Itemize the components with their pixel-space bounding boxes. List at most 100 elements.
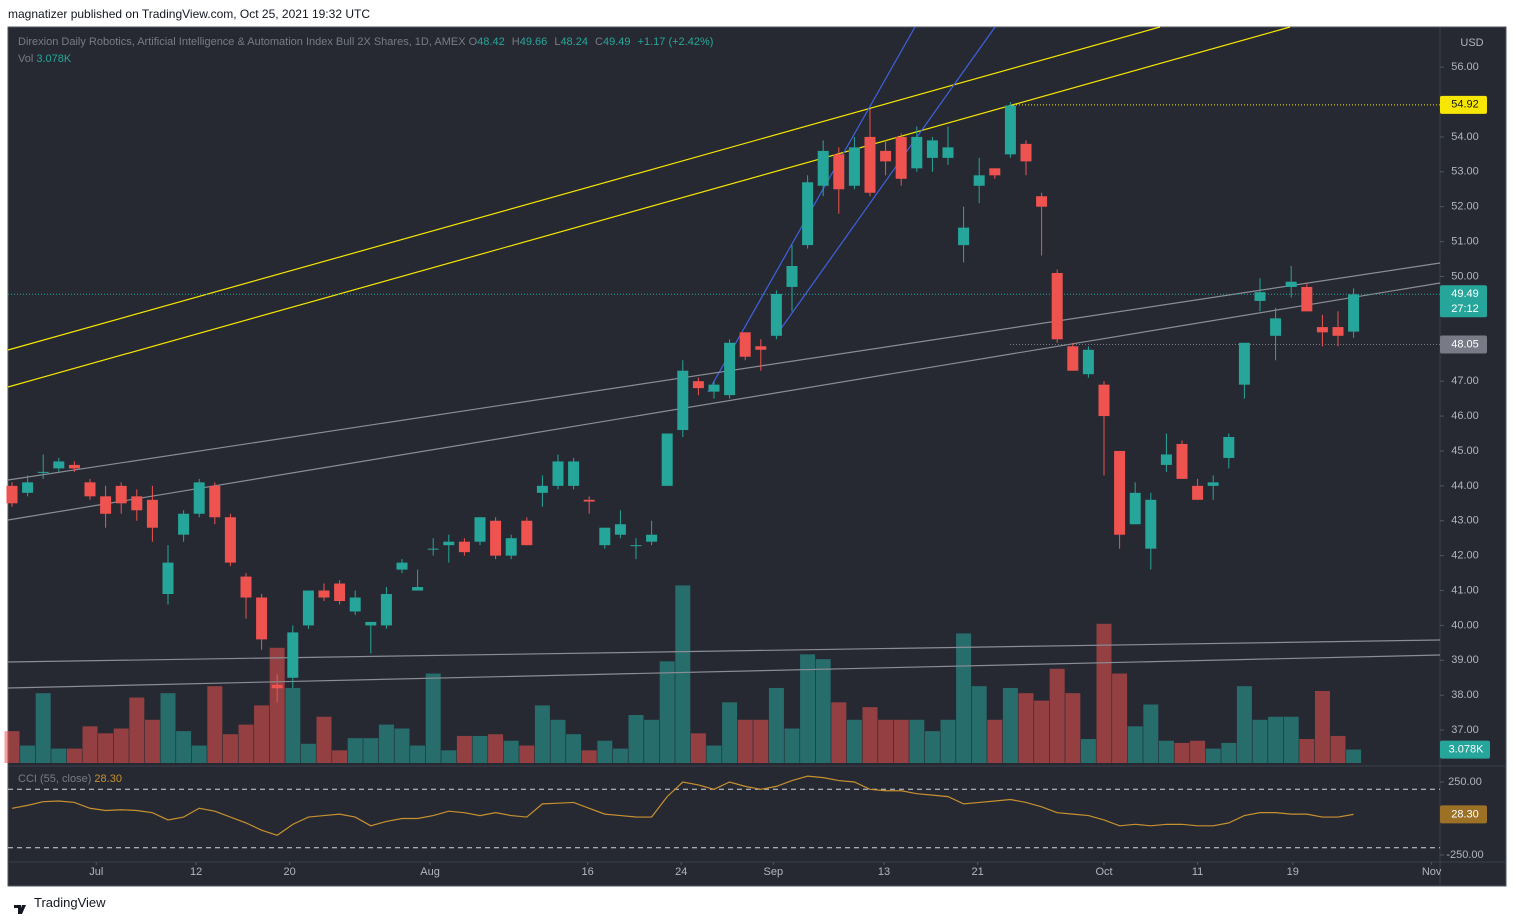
volume-value: 3.078K (36, 53, 72, 65)
volume-bar (1049, 668, 1065, 763)
volume-bar (1174, 742, 1190, 763)
trend-line (779, 26, 996, 331)
volume-bar (1096, 623, 1112, 763)
candle-body (1348, 294, 1360, 332)
volume-bar (940, 719, 956, 763)
volume-bar (144, 719, 160, 763)
volume-bar (1205, 748, 1221, 763)
candle-body (833, 154, 845, 190)
volume-bar (1190, 740, 1206, 763)
candle-body (599, 527, 611, 546)
y-tick-label: 41.00 (1451, 584, 1479, 596)
candle-body (802, 182, 814, 246)
volume-bar (628, 715, 644, 763)
change: +1.17 (+2.42%) (637, 36, 714, 48)
ohlc-value: 48.24 (560, 36, 588, 48)
cci-title: CCI (55, close) (18, 773, 92, 785)
candle-body (1223, 437, 1235, 458)
cci-tag-label: 28.30 (1451, 808, 1479, 820)
volume-bar (1314, 691, 1330, 763)
candle-body (708, 384, 720, 392)
cci-line (11, 775, 1354, 836)
x-tick-label: 20 (284, 866, 296, 878)
trend-line (7, 26, 1291, 388)
candle-body (755, 346, 767, 350)
volume-bar (956, 633, 972, 763)
candle-body (692, 381, 704, 389)
candle-body (1238, 342, 1250, 385)
volume-bar (597, 740, 613, 763)
y-tick-label: 52.00 (1451, 201, 1479, 213)
candle-body (68, 464, 80, 469)
candle-body (911, 136, 923, 169)
candle-body (536, 485, 548, 493)
candle-body (162, 562, 174, 595)
trend-line (7, 654, 1441, 689)
volume-bar (675, 585, 691, 763)
volume-bar (878, 719, 894, 763)
candle-body (1036, 196, 1048, 207)
y-tick-label: 43.00 (1451, 515, 1479, 527)
candle-body (926, 140, 938, 158)
candle-body (84, 482, 96, 497)
volume-tag-label: 3.078K (1449, 743, 1485, 755)
candle-body (724, 342, 736, 396)
candle-body (427, 548, 439, 550)
volume-bar (316, 716, 332, 763)
volume-bar (35, 693, 51, 763)
volume-bar (4, 731, 20, 763)
volume-bar (254, 705, 270, 763)
volume-bar (659, 661, 675, 763)
candle-body (521, 520, 533, 546)
y-tick-label: 39.00 (1451, 654, 1479, 666)
candle-body (474, 517, 486, 542)
volume-bar (550, 719, 566, 763)
candle-body (1285, 281, 1297, 287)
candle-body (1051, 273, 1063, 340)
candle-body (1192, 485, 1204, 500)
volume-bar (800, 654, 816, 763)
y-tick-label: 50.00 (1451, 270, 1479, 282)
candle-body (318, 590, 330, 598)
candle-body (115, 485, 127, 504)
candle-body (505, 538, 517, 556)
volume-bar (846, 719, 862, 763)
volume-bar (300, 743, 316, 763)
volume-bar (1236, 686, 1252, 763)
candle-body (349, 597, 361, 612)
ohlc-key: O (468, 36, 478, 48)
candle-body (1067, 346, 1079, 371)
countdown-label: 27:12 (1451, 303, 1479, 315)
price-tag (1440, 95, 1487, 114)
candle-body (583, 499, 595, 502)
candle-body (396, 562, 408, 570)
legend-main: Direxion Daily Robotics, Artificial Inte… (18, 36, 717, 48)
volume-bar (503, 740, 519, 763)
candle-body (240, 576, 252, 598)
volume-bar (831, 702, 847, 763)
candle-body (1160, 454, 1172, 465)
candle-body (1332, 327, 1344, 336)
price-layer: USD 37.00 38.00 39.00 40.00 41.00 42.00 43.00 44… (6, 37, 1490, 878)
volume-bar (924, 731, 940, 763)
candle-body (568, 461, 580, 486)
candle-body (1301, 286, 1313, 312)
candle-body (677, 370, 689, 431)
candle-body (131, 496, 143, 511)
candle-body (458, 541, 470, 553)
volume-bar (1252, 719, 1268, 763)
volume-bar (363, 738, 379, 763)
candle-body (630, 545, 642, 547)
volume-bar (1127, 726, 1143, 763)
cci-tick-label: -250.00 (1446, 849, 1483, 861)
volume-bar (51, 748, 67, 763)
candle-body (1004, 105, 1016, 155)
volume-bar (207, 686, 223, 763)
x-tick-label: 11 (1192, 866, 1203, 878)
volume-bar (862, 707, 878, 763)
volume-bar (113, 728, 129, 763)
cci-tag (1440, 805, 1487, 824)
volume-bar (519, 745, 535, 763)
price-tag (1440, 335, 1487, 354)
